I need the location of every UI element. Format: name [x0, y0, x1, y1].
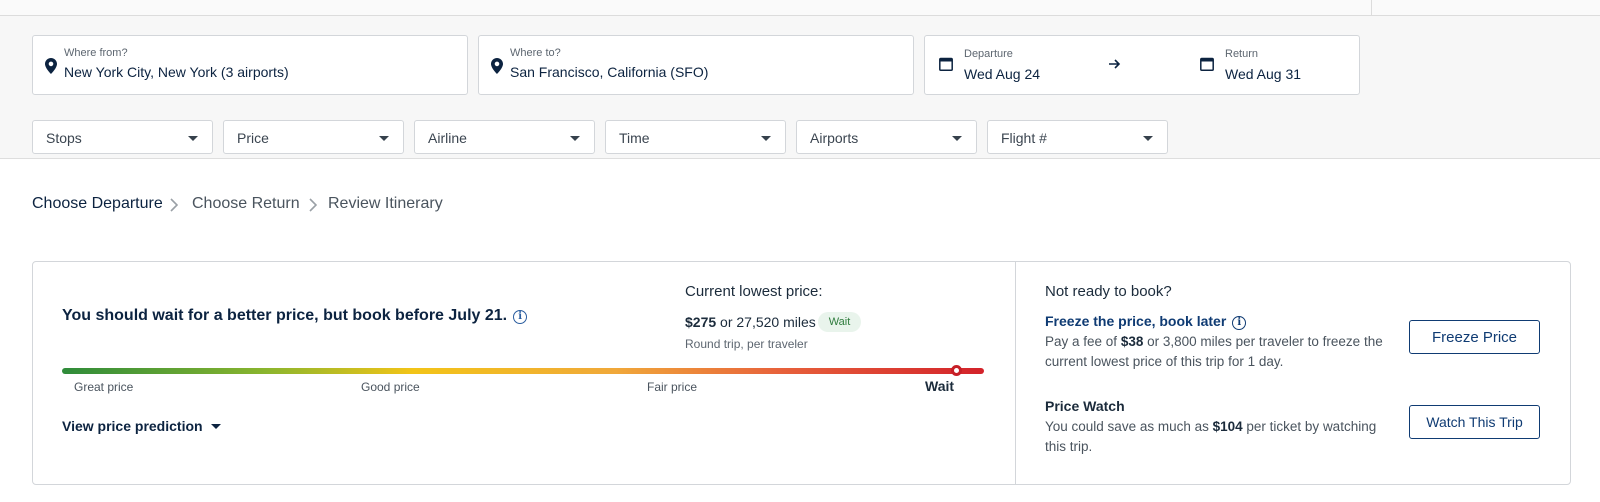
link-label: View price prediction — [62, 418, 203, 434]
freeze-title-text: Freeze the price, book later — [1045, 313, 1227, 329]
caret-down-icon — [570, 136, 580, 141]
freeze-text-a: Pay a fee of — [1045, 334, 1121, 349]
view-price-prediction-link[interactable]: View price prediction — [62, 418, 221, 434]
filter-price[interactable]: Price — [223, 120, 404, 154]
price-prediction-card: You should wait for a better price, but … — [32, 261, 1571, 485]
caret-down-icon — [188, 136, 198, 141]
return-value: Wed Aug 31 — [1225, 66, 1302, 82]
filter-flight-number[interactable]: Flight # — [987, 120, 1168, 154]
filter-label: Time — [619, 130, 650, 146]
price-miles: or 27,520 miles — [720, 314, 816, 330]
status-badge: Wait — [818, 312, 861, 332]
filter-airports[interactable]: Airports — [796, 120, 977, 154]
freeze-text-b: or 3,800 miles per traveler to freeze th… — [1045, 334, 1383, 369]
location-pin-icon — [45, 58, 57, 74]
filter-label: Flight # — [1001, 130, 1047, 146]
chevron-right-icon — [170, 198, 178, 212]
return-label: Return — [1225, 48, 1259, 60]
watch-this-trip-button[interactable]: Watch This Trip — [1409, 405, 1540, 439]
filter-label: Stops — [46, 130, 82, 146]
dates-field[interactable]: Departure Wed Aug 24 Return Wed Aug 31 — [924, 35, 1360, 95]
price-scale-bar — [62, 368, 984, 374]
nav-divider — [1371, 0, 1372, 16]
freeze-title: Freeze the price, book later i — [1045, 313, 1247, 330]
origin-value: New York City, New York (3 airports) — [64, 64, 289, 80]
filter-label: Airports — [810, 130, 859, 146]
search-panel: Where from? New York City, New York (3 a… — [0, 16, 1600, 159]
calendar-icon — [939, 57, 953, 71]
chevron-right-icon — [309, 198, 317, 212]
caret-down-icon — [761, 136, 771, 141]
freeze-fee: $38 — [1120, 334, 1144, 349]
scale-label-wait: Wait — [925, 378, 955, 394]
departure-value: Wed Aug 24 — [964, 66, 1041, 82]
headline-text: You should wait for a better price, but … — [62, 307, 508, 324]
info-icon[interactable]: i — [1232, 316, 1247, 330]
caret-down-icon — [210, 424, 221, 429]
freeze-description: Pay a fee of $38 or 3,800 miles per trav… — [1045, 332, 1385, 372]
step-choose-departure[interactable]: Choose Departure — [32, 195, 163, 212]
card-divider — [1015, 262, 1016, 484]
scale-label-good: Good price — [361, 380, 420, 394]
step-choose-return[interactable]: Choose Return — [192, 195, 300, 212]
departure-label: Departure — [964, 48, 1013, 60]
top-nav-bar — [0, 0, 1600, 16]
price-indicator-marker — [950, 365, 962, 376]
location-pin-icon — [491, 58, 503, 74]
watch-amount: $104 — [1212, 419, 1243, 434]
watch-text-b: per ticket by watching this trip. — [1045, 419, 1377, 454]
calendar-icon — [1200, 57, 1214, 71]
destination-label: Where to? — [510, 47, 561, 59]
caret-down-icon — [1143, 136, 1153, 141]
destination-value: San Francisco, California (SFO) — [510, 64, 709, 80]
not-ready-title: Not ready to book? — [1045, 283, 1172, 300]
watch-text-a: You could save as much as — [1045, 419, 1213, 434]
origin-field[interactable]: Where from? New York City, New York (3 a… — [32, 35, 468, 95]
arrow-right-icon — [1109, 59, 1121, 69]
caret-down-icon — [379, 136, 389, 141]
price-subtext: Round trip, per traveler — [685, 337, 808, 351]
price-watch-title: Price Watch — [1045, 398, 1125, 414]
current-price-title: Current lowest price: — [685, 283, 823, 300]
current-price: $275 or 27,520 miles — [685, 314, 816, 330]
prediction-headline: You should wait for a better price, but … — [62, 307, 528, 325]
origin-label: Where from? — [64, 47, 128, 59]
caret-down-icon — [952, 136, 962, 141]
price-watch-description: You could save as much as $104 per ticke… — [1045, 417, 1385, 457]
filter-label: Price — [237, 130, 269, 146]
filter-label: Airline — [428, 130, 467, 146]
step-review-itinerary[interactable]: Review Itinerary — [328, 195, 443, 212]
filter-stops[interactable]: Stops — [32, 120, 213, 154]
price-amount: $275 — [685, 314, 717, 330]
freeze-price-button[interactable]: Freeze Price — [1409, 320, 1540, 354]
info-icon[interactable]: i — [513, 310, 528, 324]
filter-time[interactable]: Time — [605, 120, 786, 154]
scale-label-fair: Fair price — [647, 380, 698, 394]
destination-field[interactable]: Where to? San Francisco, California (SFO… — [478, 35, 914, 95]
filter-airline[interactable]: Airline — [414, 120, 595, 154]
scale-label-great: Great price — [74, 380, 134, 394]
